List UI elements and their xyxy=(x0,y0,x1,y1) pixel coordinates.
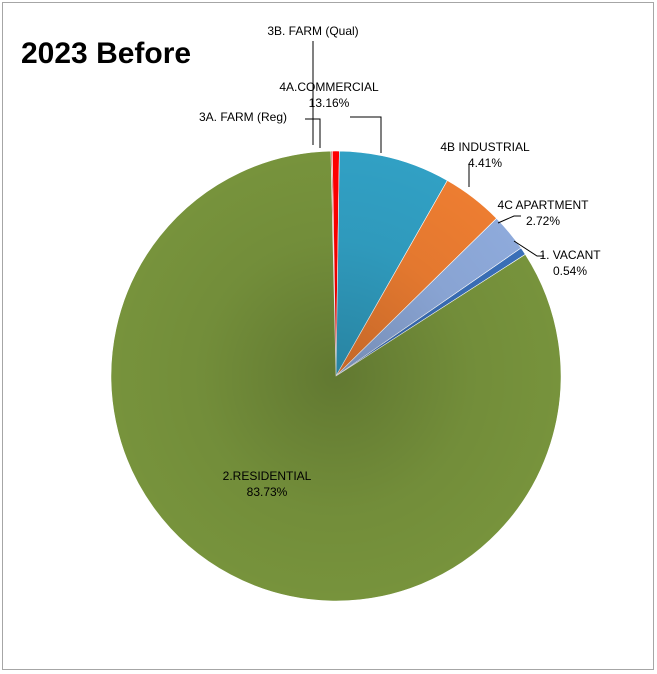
pie-chart: 2023 Before 3A. FARM (Reg) 3B. FARM (Qual… xyxy=(21,24,601,602)
data-label-4c-apartment: 4C APARTMENT 2.72% xyxy=(498,198,590,228)
data-label-4a-commercial: 4A.COMMERCIAL 13.16% xyxy=(279,80,379,110)
data-label-3a-farm-reg: 3A. FARM (Reg) xyxy=(199,110,287,124)
leader-line-3a-farm-reg xyxy=(305,118,321,148)
chart-title: 2023 Before xyxy=(21,37,191,70)
data-label-3b-farm-qual: 3B. FARM (Qual) xyxy=(267,24,358,38)
data-label-4b-industrial: 4B INDUSTRIAL 4.41% xyxy=(440,140,530,170)
data-label-1-vacant: 1. VACANT 0.54% xyxy=(539,248,601,278)
pie-shading xyxy=(111,151,561,601)
leader-line-4c-apartment xyxy=(497,215,521,224)
leader-line-4a-commercial xyxy=(350,116,382,153)
data-label-2-residential: 2.RESIDENTIAL 83.73% xyxy=(223,469,312,499)
leader-line-1-vacant xyxy=(513,240,544,257)
